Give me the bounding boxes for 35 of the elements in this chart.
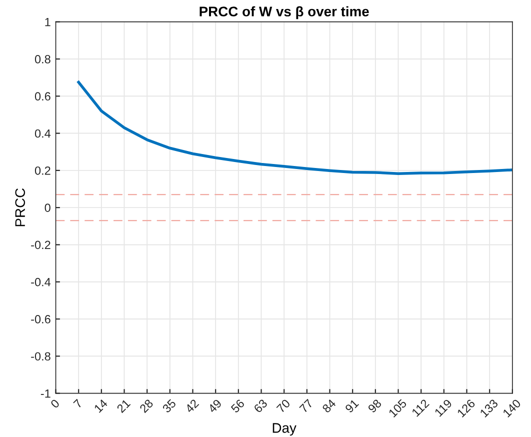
x-tick-label: 49: [207, 398, 222, 414]
x-tick-label: 98: [367, 398, 382, 414]
y-tick-label: -1: [40, 389, 50, 398]
x-tick-label: 63: [253, 398, 268, 414]
x-axis-title: Day: [272, 423, 296, 436]
y-tick-label: 0: [44, 204, 50, 212]
x-tick-label: 119: [434, 398, 452, 417]
y-tick-label: -0.8: [31, 352, 50, 361]
y-tick-label: 0.8: [34, 55, 50, 64]
x-tick-label: 28: [139, 398, 154, 414]
x-tick-label: 105: [388, 398, 408, 418]
y-tick-label: -0.2: [31, 240, 50, 250]
y-tick-label: -0.4: [31, 278, 51, 286]
x-tick-label: 91: [344, 398, 360, 414]
x-tick-label: 7: [73, 398, 83, 408]
y-tick-label: 0.2: [34, 166, 50, 175]
x-tick-label: 133: [480, 398, 498, 418]
x-tick-label: 35: [162, 398, 176, 414]
x-tick-label: 126: [456, 398, 476, 418]
y-tick-label: 1: [45, 18, 50, 26]
y-tick-label: 0.6: [34, 92, 50, 101]
x-tick-label: 42: [184, 398, 200, 414]
y-tick-label: 0.4: [34, 129, 51, 138]
x-tick-label: 140: [502, 398, 522, 418]
chart-title: PRCC of W vs β over time: [200, 6, 369, 20]
x-tick-label: 77: [299, 398, 314, 414]
x-tick-label: 70: [276, 398, 291, 414]
y-axis-title: PRCC: [15, 188, 26, 226]
x-tick-label: 84: [322, 398, 336, 414]
x-tick-label: 112: [411, 398, 430, 417]
y-tick-label: -0.6: [31, 315, 50, 324]
x-tick-label: 14: [94, 398, 108, 413]
x-tick-label: 56: [230, 398, 245, 414]
line-series: [77, 80, 512, 175]
x-tick-label: 21: [116, 398, 131, 414]
